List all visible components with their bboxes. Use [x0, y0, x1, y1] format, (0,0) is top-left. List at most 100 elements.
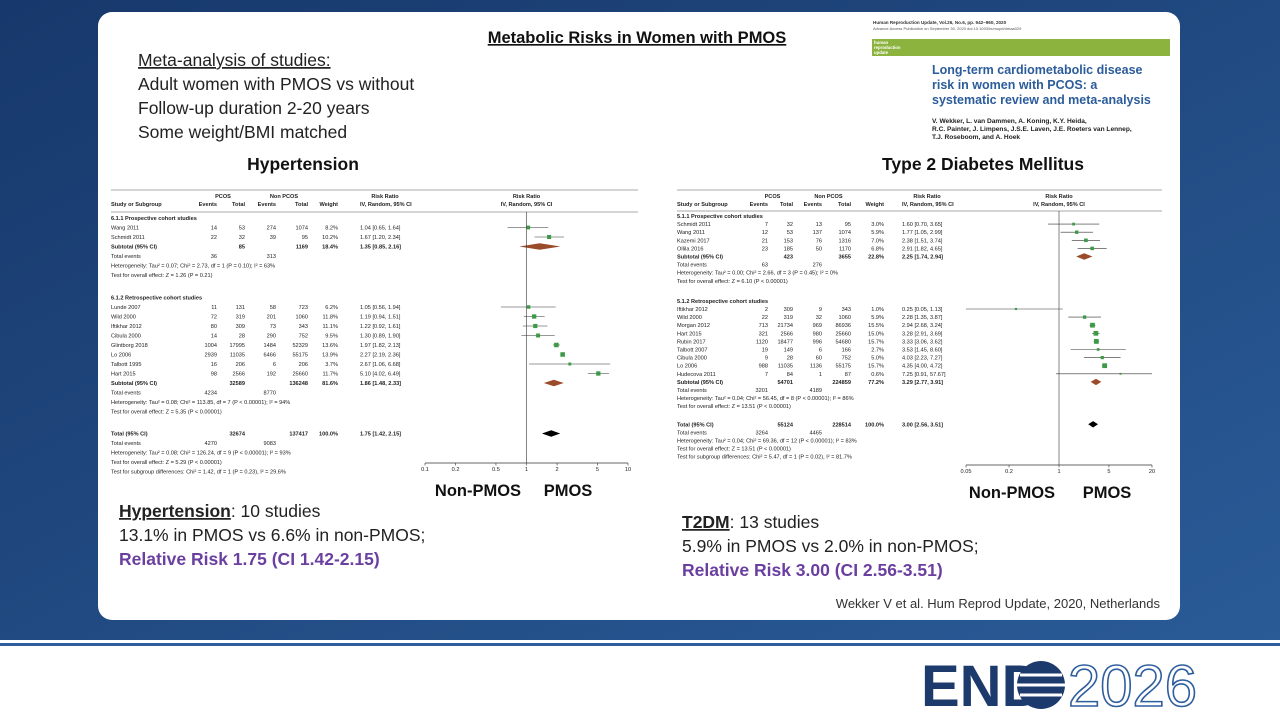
table-cell: 13.6%	[322, 343, 338, 349]
table-cell: 60	[816, 356, 822, 362]
table-cell: 5.10 [4.02, 6.49]	[360, 372, 401, 378]
table-cell: 1004	[205, 343, 217, 349]
table-cell: 2	[765, 307, 768, 313]
x-tick-label: 0.2	[452, 467, 460, 473]
table-cell: 3.29 [2.77, 3.91]	[902, 380, 943, 386]
subtotal-diamond	[543, 379, 564, 387]
logo-text: 2026	[1068, 654, 1197, 719]
table-cell: 9	[765, 356, 768, 362]
section-label: 6.1.1 Prospective cohort studies	[111, 216, 197, 222]
table-cell: 3.00 [2.56, 3.51]	[902, 422, 943, 428]
table-cell: 55124	[777, 422, 793, 428]
table-cell: 3.0%	[871, 222, 884, 228]
column-header: Weight	[865, 202, 884, 208]
table-cell: 13	[816, 222, 822, 228]
study-label: Iftikhar 2012	[111, 324, 142, 330]
forest-plot: PCOS Non PCOS Risk Ratio Risk Ratio Study or…	[677, 189, 1162, 475]
column-group: PCOS	[215, 194, 231, 200]
subtotal-diamond	[1090, 378, 1102, 386]
direction-label: PMOS	[544, 482, 593, 500]
table-cell: 980	[813, 331, 822, 337]
study-marker	[1014, 307, 1018, 311]
table-cell: 72	[211, 315, 217, 321]
column-group: Non PCOS	[814, 194, 843, 200]
column-header: Total	[780, 202, 793, 208]
subtotal-diamond	[1076, 253, 1093, 260]
note-label: Heterogeneity: Tau² = 0.04; Chi² = 69.36…	[677, 439, 857, 445]
table-cell: 73	[270, 324, 276, 330]
note-label: Test for overall effect: Z = 5.35 (P < 0…	[111, 410, 222, 416]
table-cell: 8.2%	[325, 226, 338, 232]
table-cell: 54680	[835, 339, 851, 345]
table-cell: 137417	[289, 432, 308, 438]
table-cell: 3.7%	[325, 362, 338, 368]
table-cell: 53	[239, 226, 245, 232]
column-group: PCOS	[765, 194, 781, 200]
column-group: Risk Ratio	[1045, 194, 1073, 200]
table-cell: 17995	[229, 343, 245, 349]
table-cell: 76	[816, 238, 822, 244]
table-cell: 4234	[205, 391, 217, 397]
table-cell: 4.35 [4.00, 4.72]	[902, 364, 943, 370]
table-cell: 15.7%	[868, 339, 884, 345]
table-cell: 1074	[839, 230, 851, 236]
table-cell: 100.0%	[319, 432, 338, 438]
study-marker	[1084, 238, 1088, 243]
table-cell: 7	[765, 222, 768, 228]
table-cell: 321	[759, 331, 768, 337]
study-marker	[1090, 246, 1094, 251]
study-label: Cibula 2000	[111, 334, 141, 340]
summary-term: Hypertension	[119, 501, 231, 521]
column-group: Risk Ratio	[913, 194, 941, 200]
paper-title: Long-term cardiometabolic disease	[932, 63, 1143, 77]
table-cell: 23	[762, 246, 768, 252]
table-cell: 87	[845, 372, 851, 378]
table-cell: 6466	[264, 353, 276, 359]
table-cell: 22.8%	[868, 255, 884, 261]
table-cell: 11.8%	[323, 315, 338, 321]
table-cell: 4270	[205, 441, 217, 447]
study-label: Wild 2000	[677, 315, 702, 321]
note-label: Test for subgroup differences: Chi² = 1.…	[111, 470, 286, 476]
total-diamond	[541, 430, 561, 437]
direction-label: PMOS	[1083, 484, 1132, 502]
journal-subheader: Advance Access Publication on September …	[873, 26, 1022, 31]
study-label: Hart 2015	[111, 372, 136, 378]
table-cell: 1074	[296, 226, 308, 232]
paper-authors: T.J. Roseboom, and A. Hoek	[932, 134, 1020, 141]
summary-count: : 10 studies	[231, 501, 321, 521]
table-cell: 14	[211, 226, 217, 232]
table-cell: 290	[267, 334, 276, 340]
table-cell: 988	[759, 364, 768, 370]
table-cell: 36	[211, 254, 217, 260]
study-marker	[554, 342, 559, 348]
table-cell: 0.6%	[871, 372, 884, 378]
table-cell: 81.6%	[322, 381, 338, 387]
direction-label: Non-PMOS	[435, 482, 521, 500]
table-cell: 7	[765, 372, 768, 378]
table-cell: 1.04 [0.65, 1.64]	[360, 226, 401, 232]
table-cell: 274	[267, 226, 276, 232]
x-tick-label: 2	[555, 467, 558, 473]
table-cell: 206	[236, 362, 245, 368]
table-cell: 3.53 [1.45, 8.60]	[902, 348, 943, 354]
study-marker	[1075, 230, 1079, 234]
column-header: IV, Random, 95% CI	[902, 202, 954, 208]
band-text: reproduction	[874, 45, 901, 50]
summary-line: 5.9% in PMOS vs 2.0% in non-PMOS;	[682, 536, 979, 556]
study-marker	[536, 333, 541, 338]
x-tick-label: 20	[1149, 469, 1155, 475]
column-group: Risk Ratio	[371, 194, 399, 200]
note-label: Test for overall effect: Z = 13.51 (P < …	[677, 447, 791, 453]
table-cell: 11035	[778, 364, 793, 370]
table-cell: 137	[813, 230, 822, 236]
table-cell: 11.1%	[323, 324, 338, 330]
summary-line: T2DM: 13 studies	[682, 512, 819, 532]
study-marker	[1093, 330, 1099, 336]
table-cell: 58	[270, 305, 276, 311]
subtotal-label: Subtotal (95% CI)	[677, 255, 723, 261]
intro-line: Meta-analysis of studies:	[138, 50, 331, 70]
table-cell: 1.05 [0.56, 1.94]	[360, 305, 401, 311]
table-cell: 136248	[289, 381, 308, 387]
